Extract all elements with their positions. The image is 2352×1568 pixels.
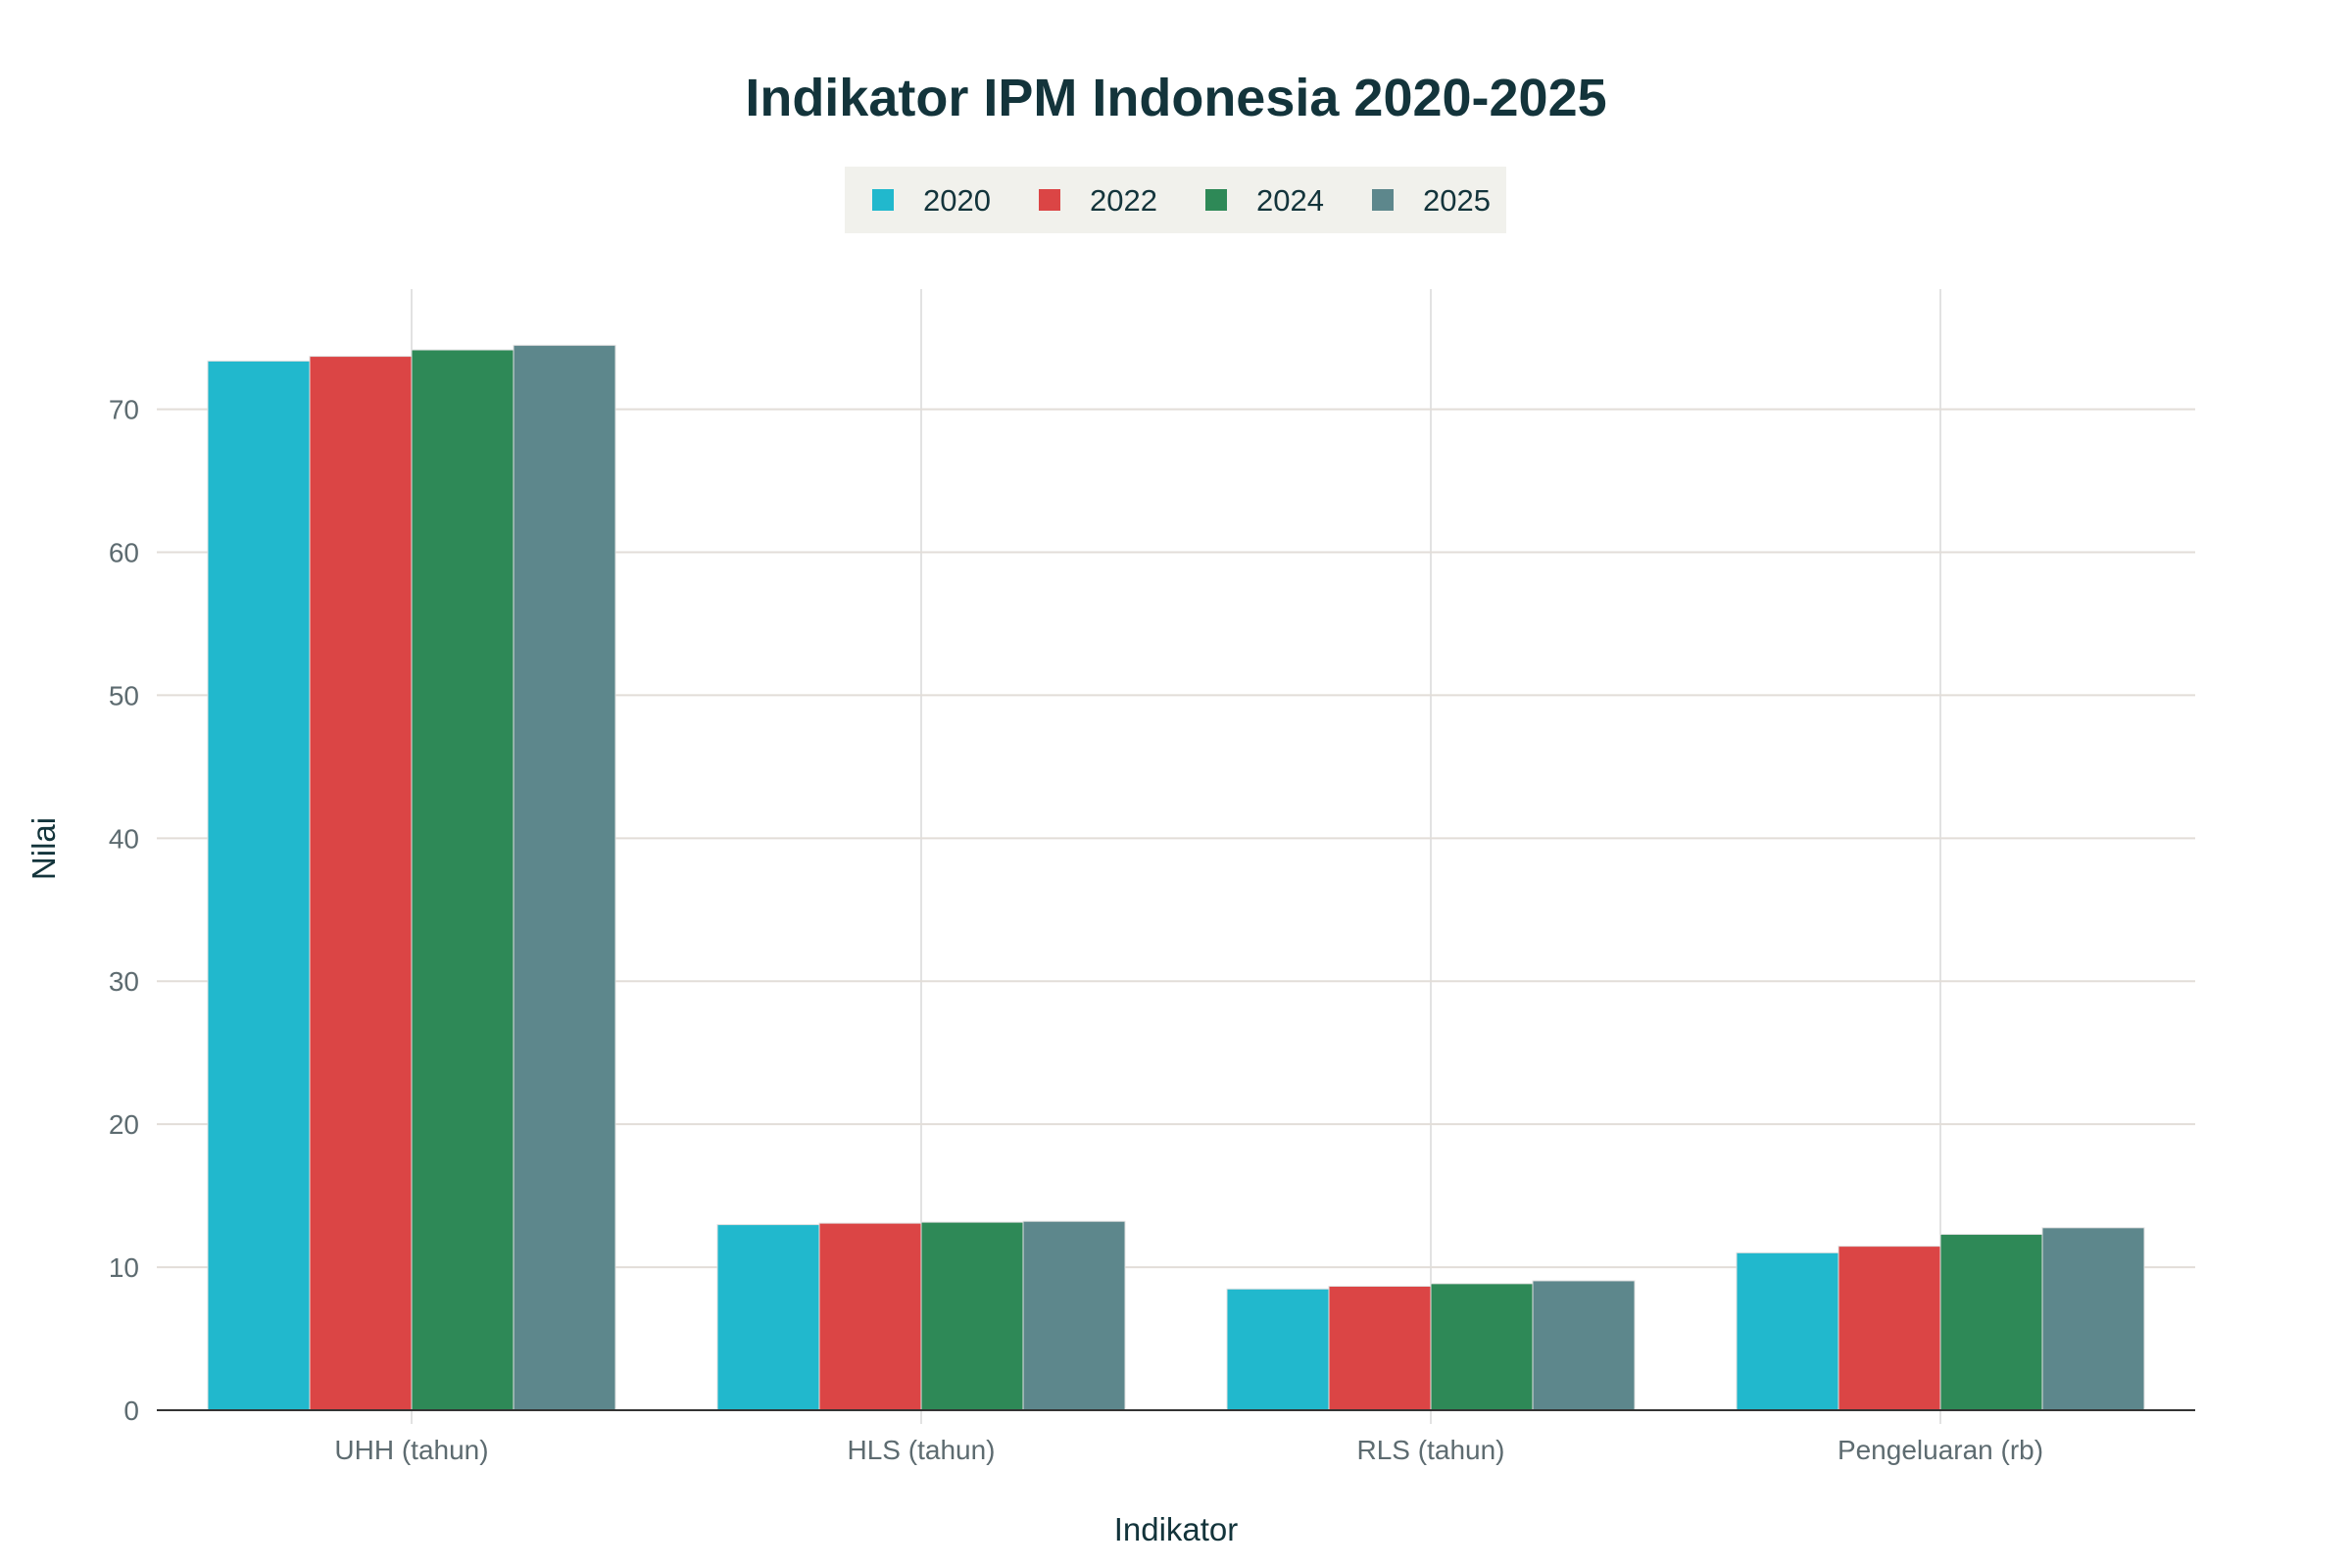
bar-2024-2 [1430, 1283, 1534, 1411]
axes: UHH (tahun) HLS (tahun) RLS (tahun) Pengelu… [109, 395, 2195, 1465]
legend-swatch-2022 [1039, 189, 1060, 211]
bars [207, 344, 2145, 1411]
legend-swatch-2024 [1205, 189, 1227, 211]
legend-label-2025: 2025 [1423, 183, 1491, 218]
y-tick-label: 70 [109, 395, 139, 425]
bar-2025-0 [513, 344, 616, 1411]
x-tick-label: HLS (tahun) [848, 1435, 996, 1465]
bar-2020-1 [716, 1224, 820, 1411]
bar-2022-2 [1328, 1285, 1432, 1411]
bar-2024-0 [411, 349, 514, 1411]
legend: 2020 2022 2024 2025 [845, 167, 1506, 233]
y-tick-label: 10 [109, 1252, 139, 1283]
x-tick-label: RLS (tahun) [1357, 1435, 1505, 1465]
legend-label-2020: 2020 [923, 183, 991, 218]
bar-2022-0 [309, 356, 413, 1411]
bar-2025-1 [1022, 1220, 1126, 1411]
bar-2022-1 [818, 1222, 922, 1411]
y-axis-label: Nilai [25, 817, 62, 880]
bar-2020-3 [1736, 1251, 1839, 1411]
y-tick-label: 0 [123, 1396, 139, 1426]
x-axis-label: Indikator [1114, 1511, 1239, 1547]
bar-2024-1 [920, 1221, 1024, 1411]
y-tick-label: 40 [109, 823, 139, 854]
x-tick-label: Pengeluaran (rb) [1838, 1435, 2043, 1465]
bar-2022-3 [1838, 1246, 1941, 1411]
bar-2020-2 [1226, 1288, 1330, 1411]
legend-label-2024: 2024 [1256, 183, 1324, 218]
legend-label-2022: 2022 [1090, 183, 1157, 218]
bar-2020-0 [207, 360, 311, 1411]
legend-swatch-2020 [872, 189, 894, 211]
y-tick-label: 60 [109, 537, 139, 567]
chart-title: Indikator IPM Indonesia 2020-2025 [745, 69, 1606, 127]
legend-background [845, 167, 1506, 233]
bar-2025-3 [2041, 1227, 2145, 1411]
bar-2025-2 [1532, 1280, 1636, 1411]
y-tick-label: 20 [109, 1109, 139, 1140]
bar-2024-3 [1939, 1234, 2043, 1411]
y-tick-label: 50 [109, 680, 139, 710]
legend-swatch-2025 [1372, 189, 1394, 211]
x-tick-label: UHH (tahun) [334, 1435, 488, 1465]
y-tick-label: 30 [109, 966, 139, 997]
